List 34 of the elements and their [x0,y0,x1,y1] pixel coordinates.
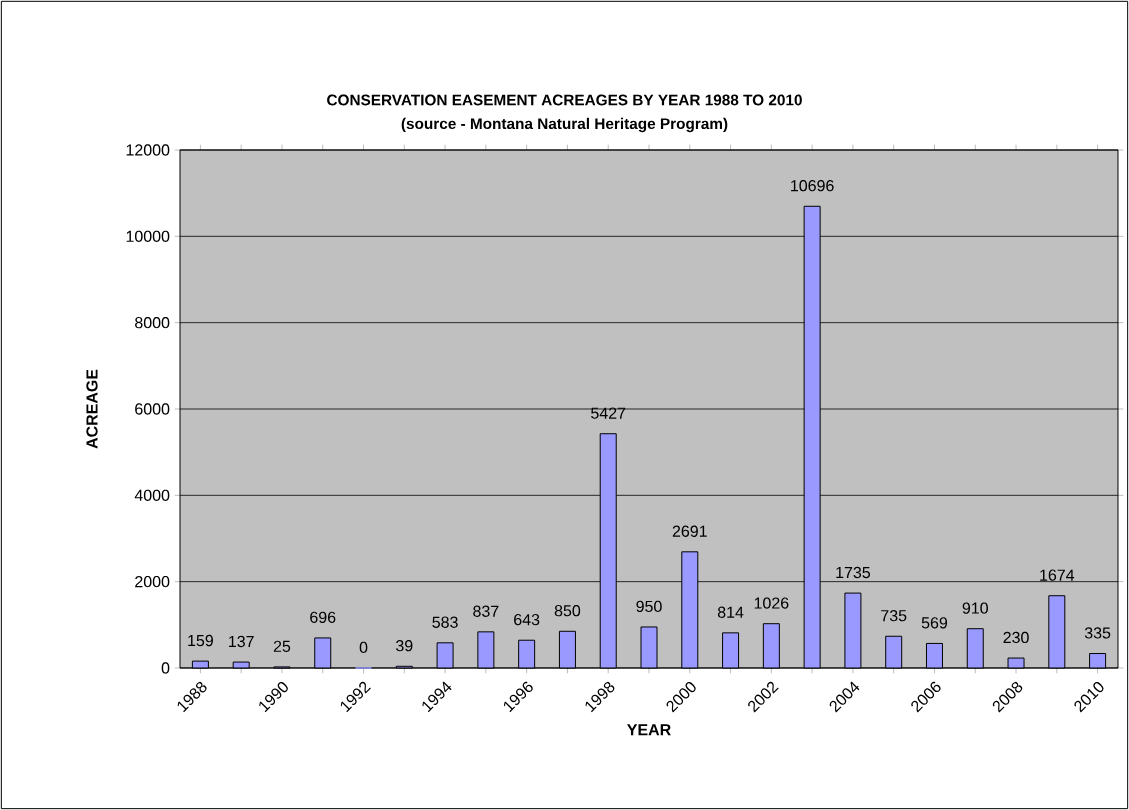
data-label: 159 [188,634,213,647]
data-label: 1026 [754,597,789,609]
data-label: 10696 [791,180,834,192]
data-label: 910 [962,602,988,614]
data-label: 583 [432,616,458,628]
data-label: 696 [310,611,336,623]
y-tick-label: 4000 [134,489,170,501]
data-label: 837 [473,605,499,617]
data-label: 39 [396,640,413,652]
x-axis-title: YEAR [627,724,671,736]
data-label: 230 [1003,631,1029,644]
data-label: 0 [359,641,368,654]
data-label: 643 [514,613,540,626]
y-tick-label: 12000 [126,144,170,156]
data-label: 735 [881,610,907,622]
y-tick-label: 8000 [135,317,170,329]
data-label: 569 [921,617,948,629]
chart-title: CONSERVATION EASEMENT ACREAGES BY YEAR 1988 TO 2010 [327,94,802,106]
data-label: 335 [1084,627,1111,639]
y-axis-title: ACREAGE [86,369,98,449]
y-tick-label: 0 [161,662,170,674]
data-label: 5427 [591,407,626,419]
data-label: 950 [636,600,662,613]
data-label: 1674 [1040,569,1075,581]
data-label: 850 [554,605,581,617]
chart-subtitle: (source - Montana Natural Heritage Program) [401,117,728,133]
y-tick-label: 2000 [135,575,170,588]
data-label: 1735 [836,566,871,579]
y-tick-label: 6000 [135,403,170,415]
data-label: 25 [273,640,291,652]
y-tick-label: 10000 [126,230,170,242]
data-label: 814 [717,606,744,618]
data-label: 2691 [672,525,707,537]
data-label: 137 [229,635,254,648]
